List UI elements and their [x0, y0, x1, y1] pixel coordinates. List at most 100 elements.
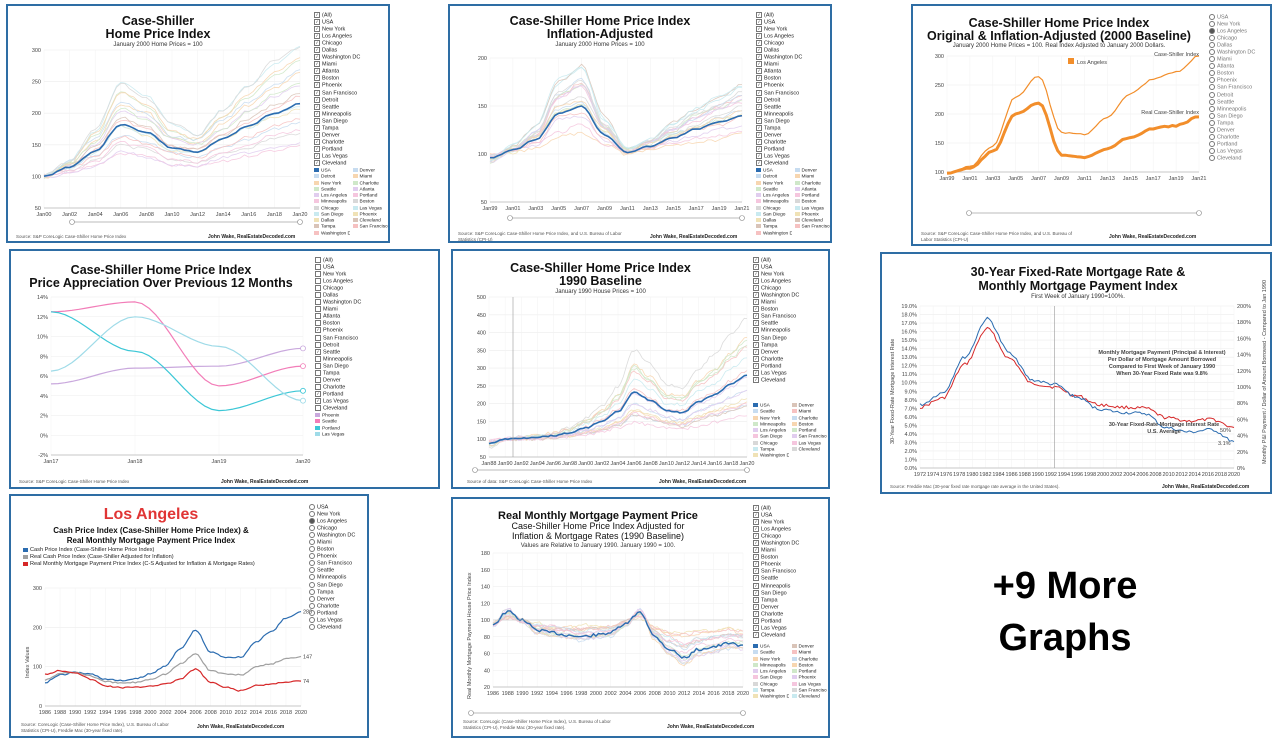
legend-item[interactable]: San Diego — [753, 675, 789, 681]
checkbox-icon[interactable]: ✓ — [756, 96, 762, 103]
radio-icon[interactable] — [309, 588, 315, 595]
radio-icon[interactable] — [309, 546, 315, 553]
filter-item[interactable]: ✓ Portland — [315, 390, 361, 398]
checkbox-icon[interactable]: ✓ — [753, 568, 759, 575]
legend-item[interactable]: New York — [753, 415, 789, 422]
filter-item[interactable]: ✓ Denver — [756, 131, 802, 139]
filter-item[interactable]: San Diego — [309, 581, 355, 589]
legend-item[interactable]: Washington DC — [756, 230, 792, 237]
checkbox-icon[interactable]: ✓ — [753, 554, 759, 561]
filter-item[interactable]: ✓ Charlotte — [753, 610, 799, 618]
legend-item[interactable]: Real Cash Price Index (Case-Shiller Adju… — [23, 554, 303, 561]
legend-item[interactable]: Miami — [791, 650, 828, 656]
filter-item[interactable]: Las Vegas — [309, 616, 355, 624]
checkbox-icon[interactable]: ✓ — [314, 33, 320, 40]
legend-item[interactable]: Charlotte — [794, 180, 831, 187]
filter-item[interactable]: ✓ (All) — [753, 505, 799, 512]
filter-item[interactable]: ✓ Seattle — [315, 348, 361, 356]
filter-item[interactable]: Boston — [315, 320, 361, 327]
filter-item[interactable]: Denver — [309, 595, 355, 603]
checkbox-icon[interactable]: ✓ — [314, 61, 320, 68]
filter-item[interactable]: San Francisco — [315, 334, 361, 342]
legend-item[interactable]: Chicago — [314, 205, 350, 212]
radio-icon[interactable] — [1209, 77, 1215, 84]
filter-item[interactable]: ✓ Washington DC — [314, 54, 360, 61]
checkbox-icon[interactable]: ✓ — [753, 278, 759, 285]
legend-item[interactable]: Phoenix — [315, 413, 395, 419]
checkbox-icon[interactable]: ✓ — [753, 631, 759, 638]
filter-item[interactable]: Tampa — [315, 369, 361, 377]
checkbox-icon[interactable]: ✓ — [756, 159, 762, 166]
filter-item[interactable]: USA — [315, 264, 361, 271]
filter-item[interactable]: USA — [1209, 14, 1255, 21]
checkbox-icon[interactable]: ✓ — [753, 533, 759, 540]
radio-icon[interactable] — [1209, 105, 1215, 112]
checkbox-icon[interactable] — [315, 313, 321, 320]
checkbox-icon[interactable]: ✓ — [753, 610, 759, 617]
checkbox-icon[interactable] — [315, 341, 321, 348]
filter-item[interactable]: ✓ New York — [756, 26, 802, 33]
filter-item[interactable]: ✓ Los Angeles — [756, 33, 802, 40]
radio-icon[interactable] — [309, 623, 315, 630]
filter-item[interactable]: ✓ Portland — [314, 145, 360, 153]
radio-icon[interactable] — [1209, 56, 1215, 63]
filter-item[interactable]: Los Angeles — [309, 518, 355, 525]
filter-item[interactable]: ✓ San Francisco — [314, 89, 360, 97]
checkbox-icon[interactable]: ✓ — [753, 313, 759, 320]
legend-item[interactable]: Cleveland — [352, 218, 389, 224]
filter-item[interactable]: ✓ Charlotte — [756, 138, 802, 146]
filter-item[interactable]: ✓ Chicago — [314, 40, 360, 47]
filter-item[interactable]: Tampa — [309, 588, 355, 596]
filter-item[interactable]: ✓ Boston — [753, 306, 799, 313]
checkbox-icon[interactable]: ✓ — [753, 285, 759, 292]
checkbox-icon[interactable] — [315, 404, 321, 411]
legend-item[interactable]: Charlotte — [352, 180, 389, 187]
checkbox-icon[interactable]: ✓ — [314, 54, 320, 61]
checkbox-icon[interactable]: ✓ — [756, 138, 762, 145]
checkbox-icon[interactable] — [315, 362, 321, 369]
radio-icon[interactable] — [309, 567, 315, 574]
radio-icon[interactable] — [309, 602, 315, 609]
checkbox-icon[interactable]: ✓ — [753, 589, 759, 596]
radio-icon[interactable] — [309, 532, 315, 539]
legend-item[interactable]: USA — [314, 168, 350, 174]
checkbox-icon[interactable] — [315, 257, 321, 263]
legend-item[interactable]: Tampa — [756, 224, 792, 230]
checkbox-icon[interactable]: ✓ — [756, 47, 762, 54]
radio-icon[interactable] — [1209, 147, 1215, 154]
filter-item[interactable]: Seattle — [309, 567, 355, 574]
legend-item[interactable]: Chicago — [756, 205, 792, 212]
legend-item[interactable]: San Francisco — [791, 434, 827, 440]
checkbox-icon[interactable]: ✓ — [753, 369, 759, 376]
checkbox-icon[interactable] — [315, 369, 321, 376]
filter-item[interactable]: Charlotte — [309, 602, 355, 610]
legend-item[interactable]: Boston — [791, 421, 828, 428]
checkbox-icon[interactable]: ✓ — [756, 33, 762, 40]
filter-item[interactable]: Detroit — [315, 341, 361, 349]
filter-item[interactable]: ✓ Miami — [756, 61, 802, 68]
radio-icon[interactable] — [309, 504, 315, 510]
legend-item[interactable]: Atlanta — [352, 186, 389, 193]
filter-item[interactable]: New York — [309, 511, 355, 518]
checkbox-icon[interactable]: ✓ — [756, 145, 762, 152]
radio-icon[interactable] — [1209, 21, 1215, 28]
checkbox-icon[interactable]: ✓ — [315, 348, 321, 355]
legend-item[interactable]: Washington DC — [314, 230, 350, 237]
filter-item[interactable]: ✓ Cleveland — [753, 376, 799, 384]
checkbox-icon[interactable]: ✓ — [756, 124, 762, 131]
radio-icon[interactable] — [1209, 14, 1215, 20]
checkbox-icon[interactable]: ✓ — [756, 117, 762, 124]
legend-item[interactable]: Seattle — [315, 419, 395, 425]
radio-icon[interactable] — [1209, 35, 1215, 42]
legend-item[interactable]: Las Vegas — [794, 205, 831, 212]
checkbox-icon[interactable]: ✓ — [756, 89, 762, 96]
legend-item[interactable]: San Diego — [753, 434, 789, 440]
radio-icon[interactable] — [1209, 84, 1215, 91]
filter-item[interactable]: ✓ Charlotte — [753, 355, 799, 363]
filter-item[interactable]: Miami — [1209, 56, 1255, 63]
legend-item[interactable]: USA — [753, 644, 789, 650]
filter-item[interactable]: ✓ Los Angeles — [753, 278, 799, 285]
checkbox-icon[interactable]: ✓ — [753, 575, 759, 582]
checkbox-icon[interactable]: ✓ — [753, 526, 759, 533]
checkbox-icon[interactable]: ✓ — [314, 131, 320, 138]
